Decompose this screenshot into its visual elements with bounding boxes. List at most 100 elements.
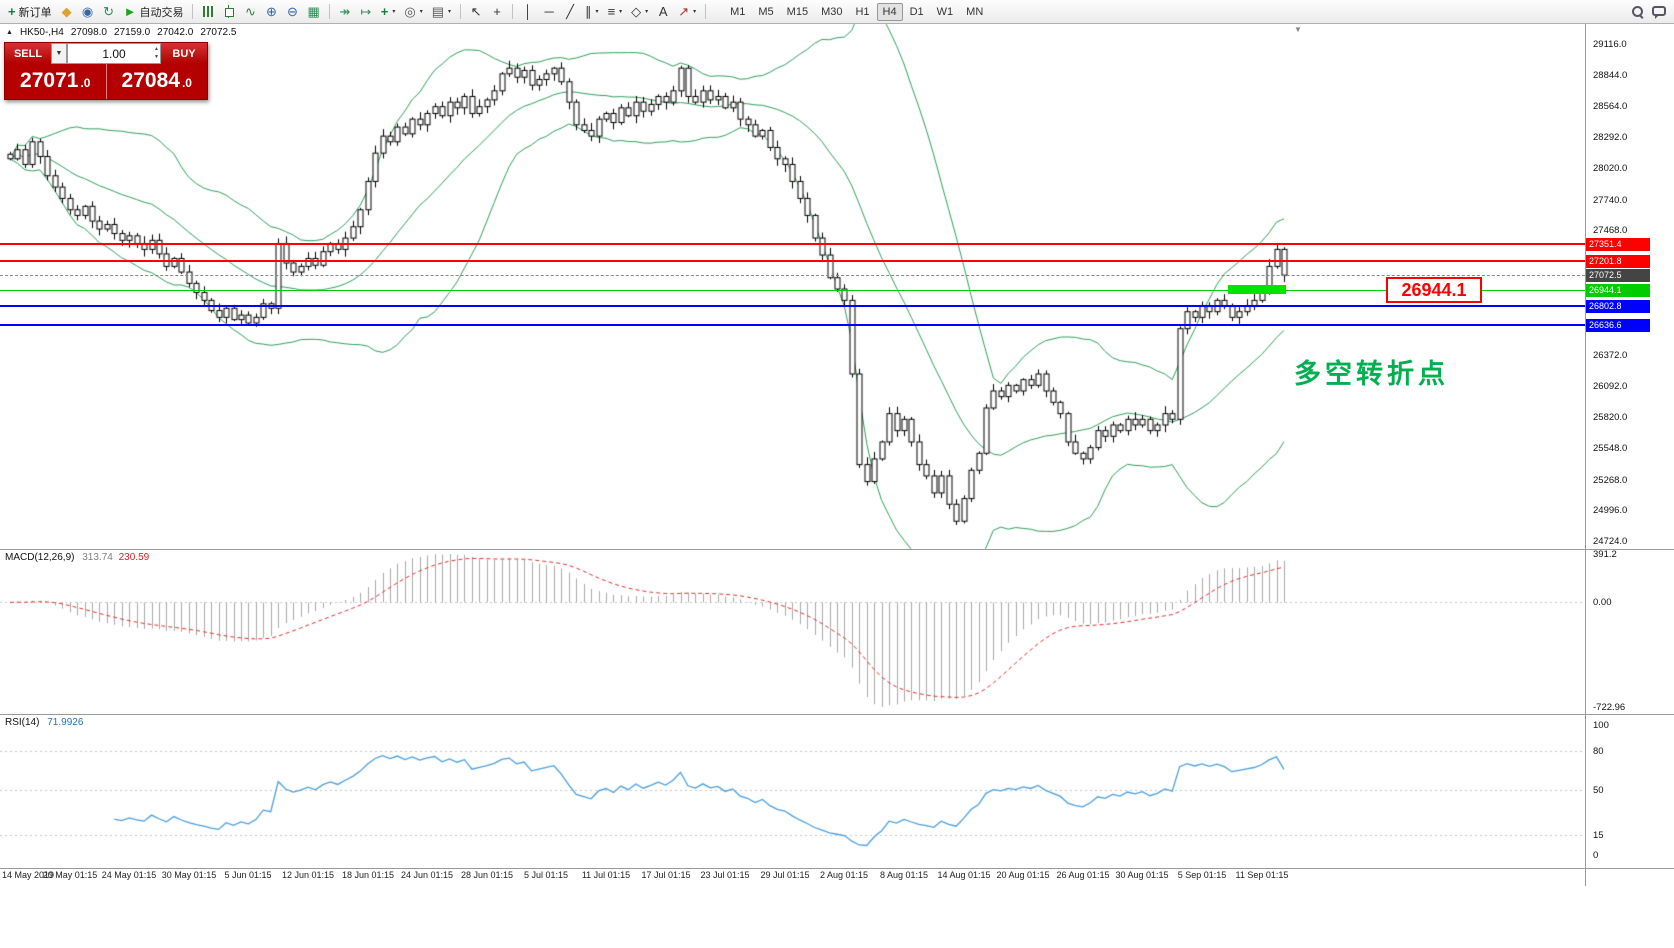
- trendline-button[interactable]: ╱: [560, 2, 580, 22]
- periods-button[interactable]: ◎ ▾: [400, 2, 426, 22]
- cursor-button[interactable]: ↖: [466, 2, 486, 22]
- ohlc-close: 27072.5: [200, 27, 237, 38]
- refresh-button[interactable]: ↻: [99, 2, 119, 22]
- metaeditor-button[interactable]: ◆: [57, 2, 77, 22]
- indicators-icon: +: [380, 4, 389, 19]
- dropdown-caret-icon[interactable]: ▾: [645, 9, 649, 15]
- profile-icon: ◉: [81, 3, 94, 19]
- vertical-line-button[interactable]: │: [518, 2, 538, 22]
- zoom-out-button[interactable]: ⊖: [282, 2, 302, 22]
- horizontal-line-button[interactable]: ─: [539, 2, 559, 22]
- fibonacci-button[interactable]: ≡ ▾: [604, 2, 627, 22]
- sell-price-value: 27071: [20, 69, 79, 92]
- periods-icon: ◎: [404, 3, 416, 19]
- timeframe-button-h4[interactable]: H4: [876, 2, 903, 21]
- ohlc-high: 27159.0: [114, 27, 151, 38]
- shapes-icon: ◇: [631, 3, 642, 19]
- channel-button[interactable]: ∥ ▾: [581, 2, 603, 22]
- dropdown-caret-icon[interactable]: ▾: [448, 9, 452, 15]
- indicators-button[interactable]: + ▾: [377, 2, 400, 22]
- shapes-button[interactable]: ◇ ▾: [627, 2, 652, 22]
- new-order-button[interactable]: + 新订单: [4, 2, 56, 22]
- tile-windows-button[interactable]: ▦: [303, 2, 323, 22]
- pivot-highlight-segment[interactable]: [1228, 285, 1286, 294]
- toolbar-separator: [460, 4, 462, 19]
- symbol-period: HK50-,H4: [19, 27, 64, 38]
- bar-chart-button[interactable]: [198, 2, 218, 22]
- volume-down-icon[interactable]: ▼: [154, 54, 159, 60]
- new-order-icon: +: [8, 4, 16, 19]
- candlestick-chart-button[interactable]: [219, 2, 239, 22]
- ohlc-open: 27098.0: [70, 27, 107, 38]
- buy-button[interactable]: BUY: [161, 43, 207, 64]
- price-callout-box[interactable]: 26944.1: [1386, 277, 1482, 303]
- sell-button[interactable]: SELL: [5, 43, 51, 64]
- volume-spinner[interactable]: ▲ ▼: [154, 45, 159, 61]
- sell-price-fraction: .0: [80, 76, 91, 90]
- panel-separator[interactable]: [0, 714, 1674, 715]
- toolbar-separator: [328, 4, 330, 19]
- timeframe-button-m30[interactable]: M30: [821, 5, 843, 18]
- fibonacci-icon: ≡: [607, 4, 616, 19]
- buy-price-fraction: .0: [181, 76, 192, 90]
- vertical-line-icon: │: [523, 4, 533, 19]
- arrows-button[interactable]: ↗ ▾: [674, 2, 700, 22]
- volume-up-icon[interactable]: ▲: [154, 46, 159, 52]
- auto-scroll-icon: ↠: [339, 3, 351, 19]
- timeframe-button-m15[interactable]: M15: [786, 5, 809, 18]
- dropdown-caret-icon[interactable]: ▾: [619, 9, 623, 15]
- search-button[interactable]: [1627, 2, 1648, 22]
- panel-separator[interactable]: [0, 549, 1674, 550]
- panel-separator: [0, 868, 1674, 869]
- crosshair-icon: +: [493, 4, 501, 19]
- timeframe-button-w1[interactable]: W1: [936, 5, 954, 18]
- chart-shift-marker-icon[interactable]: ▼: [1294, 25, 1302, 34]
- zoom-out-icon: ⊖: [287, 3, 298, 19]
- annotation-text[interactable]: 多空转折点: [1294, 359, 1449, 389]
- buy-price-value: 27084: [121, 69, 180, 92]
- dropdown-caret-icon[interactable]: ▾: [392, 9, 396, 15]
- dropdown-caret-icon[interactable]: ▾: [693, 9, 697, 15]
- macd-main-value: 313.74: [82, 552, 113, 563]
- one-click-trading-panel: SELL ▼ 1.00 ▲ ▼ BUY 27071.0 27084.0: [4, 42, 208, 100]
- horizontal-line-icon: ─: [544, 4, 554, 19]
- chart-ohlc-info: ▲ HK50-,H4 27098.0 27159.0 27042.0 27072…: [6, 27, 236, 38]
- templates-button[interactable]: ▤ ▾: [428, 2, 455, 22]
- collapse-arrow-icon[interactable]: ▲: [6, 29, 13, 36]
- chart-shift-button[interactable]: ↦: [356, 2, 376, 22]
- zoom-in-button[interactable]: ⊕: [261, 2, 281, 22]
- dropdown-caret-icon[interactable]: ▾: [419, 9, 423, 15]
- line-chart-icon: ∿: [245, 3, 256, 19]
- crosshair-button[interactable]: +: [487, 2, 507, 22]
- buy-price-display[interactable]: 27084.0: [105, 64, 208, 99]
- timeframe-button-mn[interactable]: MN: [966, 5, 984, 18]
- timeframe-button-m1[interactable]: M1: [730, 5, 746, 18]
- cursor-icon: ↖: [470, 3, 482, 19]
- chat-icon: [1652, 5, 1666, 19]
- price-axis-separator: [1585, 24, 1586, 886]
- autotrading-icon: ►: [123, 4, 137, 19]
- auto-scroll-button[interactable]: ↠: [335, 2, 355, 22]
- ohlc-low: 27042.0: [157, 27, 194, 38]
- macd-name: MACD(12,26,9): [5, 552, 75, 563]
- text-button[interactable]: A: [653, 2, 673, 22]
- chat-button[interactable]: [1648, 2, 1670, 22]
- line-chart-button[interactable]: ∿: [240, 2, 260, 22]
- text-icon: A: [658, 4, 668, 19]
- arrows-icon: ↗: [678, 3, 690, 19]
- toolbar-separator: [192, 4, 194, 19]
- chart-shift-icon: ↦: [360, 3, 372, 19]
- refresh-icon: ↻: [103, 3, 115, 19]
- autotrading-button[interactable]: ► 自动交易: [120, 2, 188, 22]
- dropdown-caret-icon[interactable]: ▾: [595, 9, 599, 15]
- volume-dropdown-button[interactable]: ▼: [51, 43, 67, 64]
- volume-field[interactable]: 1.00 ▲ ▼: [67, 43, 161, 64]
- toolbar: + 新订单 ◆ ◉ ↻ ► 自动交易 ∿ ⊕ ⊖ ▦ ↠ ↦ + ▾ ◎ ▾ ▤ ▾ ↖ + │ ─ ╱ ∥ ▾ ≡ ▾ ◇ ▾ A ↗ ▾ M…: [0, 0, 1674, 24]
- profile-button[interactable]: ◉: [78, 2, 98, 22]
- timeframe-button-h1[interactable]: H1: [855, 5, 870, 18]
- timeframe-button-m5[interactable]: M5: [758, 5, 774, 18]
- channel-icon: ∥: [585, 3, 592, 19]
- sell-price-display[interactable]: 27071.0: [5, 64, 106, 99]
- timeframe-button-d1[interactable]: D1: [909, 5, 924, 18]
